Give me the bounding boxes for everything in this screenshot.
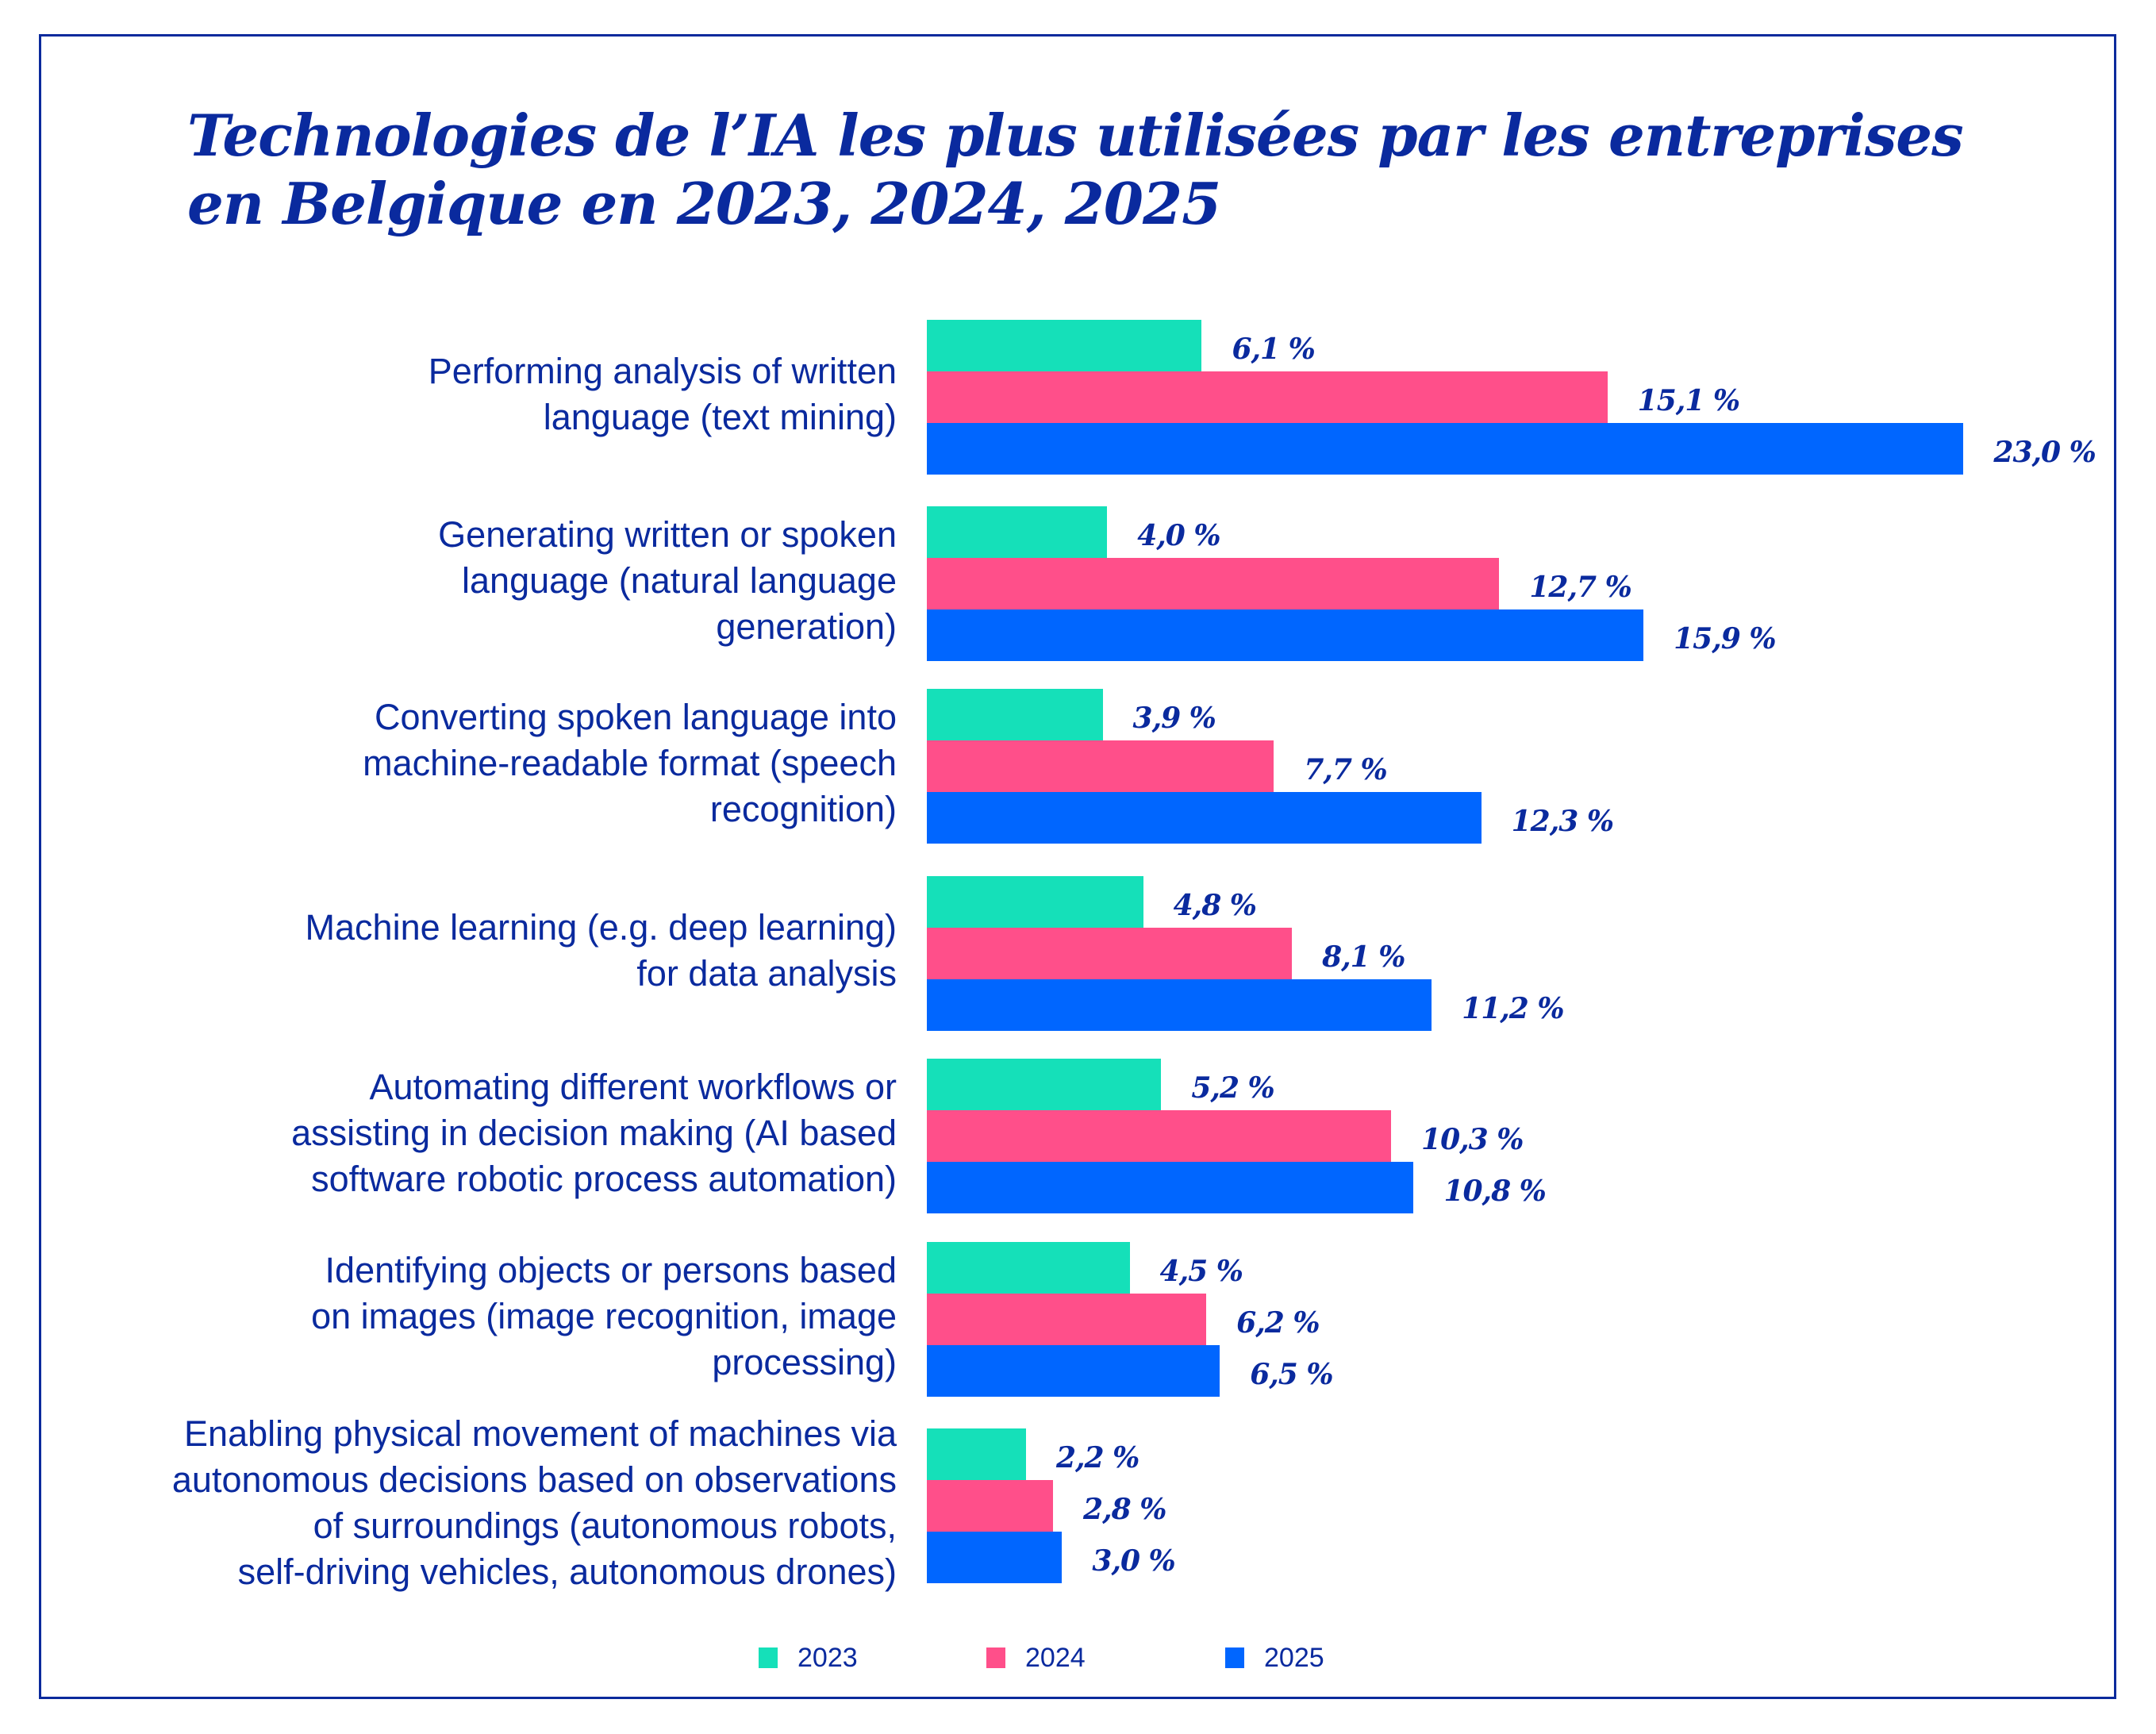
chart-title-line-1: Technologies de l’IA les plus utilisées … <box>187 102 1964 169</box>
category-label-line: assisting in decision making (AI based <box>291 1112 897 1153</box>
bar-2025 <box>927 1532 1063 1583</box>
chart-title: Technologies de l’IA les plus utilisées … <box>187 102 2012 238</box>
category-label-line: Machine learning (e.g. deep learning) <box>305 906 897 948</box>
value-label-2023: 2,2 % <box>1055 1440 1139 1474</box>
legend-swatch-icon <box>759 1647 778 1668</box>
value-label-2023: 4,0 % <box>1137 518 1220 552</box>
legend-label: 2024 <box>1025 1643 1086 1673</box>
value-label-2024: 15,1 % <box>1637 383 1740 417</box>
category-label: Automating different workflows or assisti… <box>0 1064 897 1202</box>
category-label-line: Identifying objects or persons based <box>325 1249 897 1290</box>
value-label-2023: 4,8 % <box>1173 888 1257 922</box>
value-label-2025: 12,3 % <box>1511 804 1614 838</box>
value-label-2024: 8,1 % <box>1322 940 1405 974</box>
value-label-2025: 11,2 % <box>1462 991 1564 1025</box>
bar-2024 <box>927 371 1608 423</box>
category-label: Identifying objects or persons based on i… <box>0 1248 897 1386</box>
bar-2025 <box>927 609 1644 661</box>
value-label-2025: 6,5 % <box>1250 1357 1333 1391</box>
legend-label: 2023 <box>797 1643 858 1673</box>
category-label: Converting spoken language into machine-r… <box>0 694 897 832</box>
legend-swatch-icon <box>1225 1647 1244 1668</box>
bar-2025 <box>927 423 1964 475</box>
bar-2023 <box>927 1059 1162 1110</box>
category-label: Generating written or spoken language (na… <box>0 512 897 650</box>
category-label: Machine learning (e.g. deep learning) for… <box>0 905 897 997</box>
category-label: Performing analysis of written language (… <box>0 348 897 440</box>
category-label-line: Generating written or spoken <box>438 513 897 555</box>
bar-2024 <box>927 1110 1392 1162</box>
value-label-2025: 15,9 % <box>1674 621 1776 656</box>
chart-title-line-2: en Belgique en 2023, 2024, 2025 <box>187 170 1221 237</box>
value-label-2024: 7,7 % <box>1304 752 1387 786</box>
value-label-2025: 3,0 % <box>1092 1544 1175 1578</box>
value-label-2024: 12,7 % <box>1529 570 1631 604</box>
category-label-line: Automating different workflows or <box>369 1066 897 1107</box>
category-label-line: Performing analysis of written <box>428 350 897 391</box>
bar-2025 <box>927 1162 1414 1213</box>
value-label-2025: 23,0 % <box>1993 435 2096 469</box>
bar-2023 <box>927 506 1108 558</box>
category-label-line: Converting spoken language into <box>375 696 897 737</box>
category-label-line: processing) <box>712 1341 897 1382</box>
category-label-line: of surroundings (autonomous robots, <box>313 1505 897 1546</box>
bar-2024 <box>927 928 1293 979</box>
category-label-line: machine-readable format (speech <box>363 742 897 783</box>
category-label-line: recognition) <box>709 788 897 829</box>
category-label-line: language (text mining) <box>543 396 897 437</box>
bar-2025 <box>927 792 1482 844</box>
bar-2023 <box>927 1428 1026 1480</box>
bar-2024 <box>927 558 1500 609</box>
bar-2024 <box>927 1480 1054 1532</box>
category-label-line: on images (image recognition, image <box>311 1295 897 1336</box>
category-label-line: self-driving vehicles, autonomous drones… <box>237 1551 897 1592</box>
category-label: Enabling physical movement of machines v… <box>0 1411 897 1595</box>
category-label-line: for data analysis <box>636 952 897 994</box>
legend-label: 2025 <box>1264 1643 1324 1673</box>
bar-2023 <box>927 876 1143 928</box>
bar-2023 <box>927 689 1103 740</box>
category-label-line: language (natural language <box>462 559 897 601</box>
value-label-2023: 3,9 % <box>1132 701 1216 735</box>
value-label-2024: 10,3 % <box>1421 1122 1524 1156</box>
value-label-2024: 6,2 % <box>1236 1305 1320 1340</box>
legend-swatch-icon <box>986 1647 1005 1668</box>
bar-2024 <box>927 740 1274 792</box>
category-label-line: Enabling physical movement of machines v… <box>184 1413 897 1454</box>
bar-2024 <box>927 1294 1207 1345</box>
value-label-2025: 10,8 % <box>1443 1174 1546 1208</box>
value-label-2023: 6,1 % <box>1232 332 1315 366</box>
chart-frame <box>39 34 2116 1699</box>
bar-2023 <box>927 1242 1130 1294</box>
bar-2025 <box>927 1345 1220 1397</box>
category-label-line: autonomous decisions based on observatio… <box>171 1459 897 1500</box>
value-label-2024: 2,8 % <box>1083 1492 1166 1526</box>
bar-2025 <box>927 979 1432 1031</box>
value-label-2023: 5,2 % <box>1191 1071 1274 1105</box>
bar-2023 <box>927 320 1202 371</box>
category-label-line: generation) <box>716 606 897 647</box>
value-label-2023: 4,5 % <box>1159 1254 1243 1288</box>
category-label-line: software robotic process automation) <box>311 1158 897 1199</box>
